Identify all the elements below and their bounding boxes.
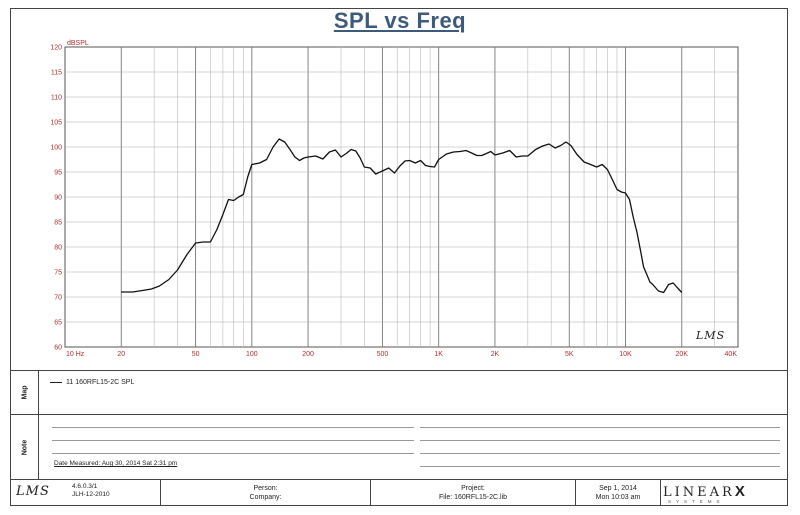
person-cell: Person: Company:: [160, 480, 370, 506]
lms-logo: LMS: [16, 484, 50, 499]
y-tick-label: 95: [54, 170, 62, 177]
person-label: Person:: [253, 485, 278, 492]
note-line: [420, 453, 780, 454]
map-label: Map: [21, 385, 28, 400]
chart-title: SPL vs Freq: [333, 8, 467, 33]
file-label: File: 160RFL15-2C.lib: [438, 494, 508, 501]
brand-cell: [660, 480, 788, 506]
y-tick-label: 100: [50, 145, 62, 152]
brand-x: X: [734, 483, 748, 500]
y-tick-label: 80: [54, 245, 62, 252]
legend-swatch: [50, 382, 62, 383]
x-tick-label: 20: [117, 351, 125, 358]
project-cell: Project: File: 160RFL15-2C.lib: [370, 480, 575, 506]
chart-series: [121, 138, 683, 294]
chart-grid: [64, 46, 739, 348]
brand-subtitle: SYSTEMS: [668, 499, 725, 504]
y-tick-label: 70: [54, 295, 62, 302]
x-tick-label: 500: [377, 351, 389, 358]
chart-extras: LMS: [695, 329, 725, 342]
y-tick-label: 105: [50, 120, 62, 127]
divider-map-top: [10, 370, 788, 371]
x-tick-label: 200: [302, 351, 314, 358]
y-tick-label: 120: [50, 45, 62, 52]
y-tick-label: 85: [54, 220, 62, 227]
y-tick-label: 110: [51, 95, 62, 102]
legend-entry: 11 160RFL15-2C SPL: [50, 379, 134, 386]
y-tick-label: 65: [54, 320, 62, 327]
map-section-label: Map: [11, 371, 39, 414]
x-tick-label: 5K: [565, 351, 574, 358]
note-line: [420, 427, 780, 428]
version-info: 4.6.0.3/1 JLH-12-2010: [72, 483, 110, 499]
date-measured: Date Measured: Aug 30, 2014 Sat 2:31 pm: [54, 460, 178, 467]
chart-tick-labels: 60 65 70 75 80 85 90 95 100 105 110 115 120 dBSPL 10 H…: [50, 40, 737, 358]
note-section-label: Note: [11, 415, 39, 479]
note-line: [52, 453, 414, 454]
y-tick-label: 90: [54, 195, 62, 202]
date-cell: Sep 1, 2014 Mon 10:03 am: [575, 480, 660, 506]
y-tick-label: 75: [54, 270, 62, 277]
x-tick-label: 1K: [434, 351, 443, 358]
x-tick-label: 40K: [725, 351, 738, 358]
divider-note-top: [10, 414, 788, 415]
note-line: [420, 466, 780, 467]
project-label: Project:: [461, 485, 485, 492]
note-label: Note: [21, 439, 28, 455]
note-line: [52, 427, 414, 428]
linearx-logo: LINEARX: [663, 483, 748, 500]
brand-text: LINEAR: [663, 485, 735, 500]
x-tick-label: 10K: [619, 351, 632, 358]
y-tick-label: 115: [51, 70, 62, 77]
x-tick-label: 50: [192, 351, 200, 358]
company-label: Company:: [249, 494, 282, 501]
note-line: [420, 440, 780, 441]
series-line: [121, 138, 683, 294]
version-number: 4.6.0.3/1: [72, 483, 98, 490]
x-tick-label: 100: [246, 351, 258, 358]
divider-footer-top: [10, 479, 788, 480]
version-build: JLH-12-2010: [72, 491, 110, 498]
footer-date: Sep 1, 2014: [599, 485, 637, 492]
x-tick-label: 10 Hz: [66, 351, 85, 358]
x-tick-label: 20K: [676, 351, 689, 358]
note-line: [52, 440, 414, 441]
footer-time: Mon 10:03 am: [595, 494, 641, 501]
y-axis-label: dBSPL: [67, 40, 89, 47]
y-tick-label: 60: [54, 345, 62, 352]
x-tick-label: 2K: [491, 351, 500, 358]
legend-text: 11 160RFL15-2C SPL: [66, 379, 135, 386]
lms-watermark: LMS: [695, 329, 725, 342]
